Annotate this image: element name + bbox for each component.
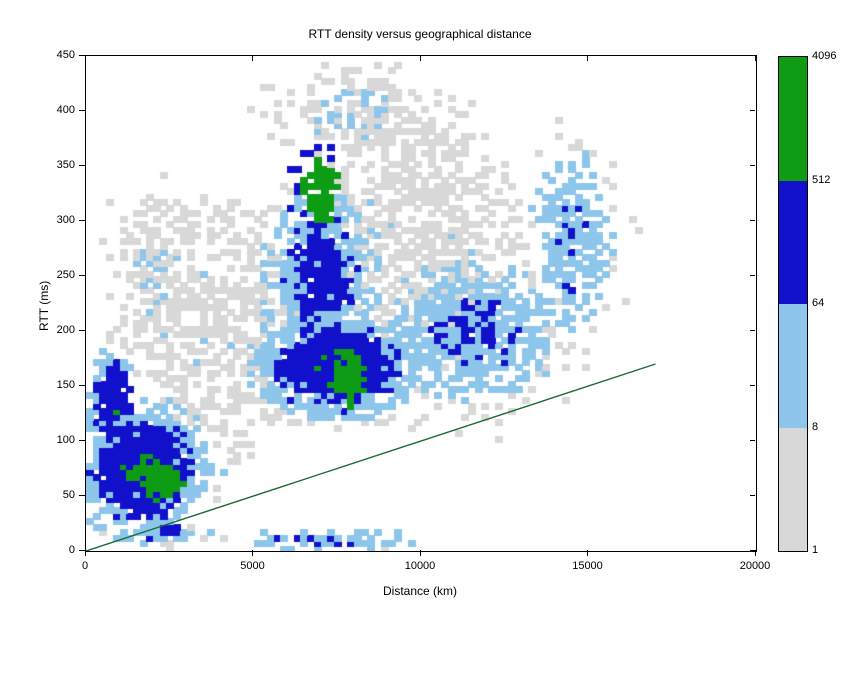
colorbar-tick-label: 1 bbox=[812, 544, 818, 556]
y-tick-label: 0 bbox=[69, 544, 75, 556]
x-tick-label: 10000 bbox=[405, 560, 436, 572]
y-tick-label: 400 bbox=[57, 104, 75, 116]
x-tick-mark-top bbox=[420, 56, 421, 61]
y-tick-mark-right bbox=[750, 110, 755, 111]
colorbar-tick-label: 8 bbox=[812, 421, 818, 433]
y-tick-mark bbox=[79, 330, 85, 331]
colorbar-segment bbox=[779, 181, 807, 305]
y-tick-label: 50 bbox=[63, 489, 75, 501]
y-tick-mark-right bbox=[750, 385, 755, 386]
speed-of-light-line bbox=[86, 364, 656, 551]
y-tick-mark-right bbox=[750, 165, 755, 166]
y-tick-mark-right bbox=[750, 550, 755, 551]
x-tick-mark-top bbox=[755, 56, 756, 61]
x-tick-label: 0 bbox=[82, 560, 88, 572]
x-tick-mark bbox=[420, 550, 421, 556]
colorbar-tick-label: 4096 bbox=[812, 50, 836, 62]
y-tick-label: 300 bbox=[57, 214, 75, 226]
y-tick-mark bbox=[79, 275, 85, 276]
x-tick-label: 5000 bbox=[240, 560, 264, 572]
y-tick-label: 200 bbox=[57, 324, 75, 336]
x-tick-label: 15000 bbox=[572, 560, 603, 572]
x-tick-mark-top bbox=[85, 56, 86, 61]
y-tick-mark bbox=[79, 550, 85, 551]
y-tick-label: 250 bbox=[57, 269, 75, 281]
y-tick-mark bbox=[79, 165, 85, 166]
y-axis-label: RTT (ms) bbox=[37, 280, 51, 330]
colorbar-tick-label: 64 bbox=[812, 297, 824, 309]
x-tick-mark-top bbox=[587, 56, 588, 61]
reference-line bbox=[86, 56, 756, 551]
x-tick-mark bbox=[85, 550, 86, 556]
colorbar-segment bbox=[779, 57, 807, 181]
x-tick-mark bbox=[587, 550, 588, 556]
y-tick-mark-right bbox=[750, 55, 755, 56]
y-tick-mark-right bbox=[750, 275, 755, 276]
y-tick-mark-right bbox=[750, 220, 755, 221]
x-tick-mark bbox=[755, 550, 756, 556]
chart-title: RTT density versus geographical distance bbox=[308, 27, 531, 41]
y-tick-mark bbox=[79, 55, 85, 56]
y-tick-mark bbox=[79, 440, 85, 441]
x-tick-mark bbox=[252, 550, 253, 556]
colorbar-tick-label: 512 bbox=[812, 174, 830, 186]
y-tick-label: 350 bbox=[57, 159, 75, 171]
colorbar-segment bbox=[779, 304, 807, 428]
y-tick-mark bbox=[79, 220, 85, 221]
colorbar-segment bbox=[779, 428, 807, 552]
y-tick-mark-right bbox=[750, 495, 755, 496]
y-tick-mark bbox=[79, 110, 85, 111]
x-tick-label: 20000 bbox=[740, 560, 771, 572]
plot-area bbox=[85, 55, 757, 552]
y-tick-mark-right bbox=[750, 440, 755, 441]
y-tick-label: 100 bbox=[57, 434, 75, 446]
y-tick-label: 450 bbox=[57, 49, 75, 61]
y-tick-mark bbox=[79, 495, 85, 496]
colorbar bbox=[778, 56, 808, 552]
y-tick-mark-right bbox=[750, 330, 755, 331]
x-axis-label: Distance (km) bbox=[383, 584, 457, 598]
x-tick-mark-top bbox=[252, 56, 253, 61]
y-tick-mark bbox=[79, 385, 85, 386]
y-tick-label: 150 bbox=[57, 379, 75, 391]
